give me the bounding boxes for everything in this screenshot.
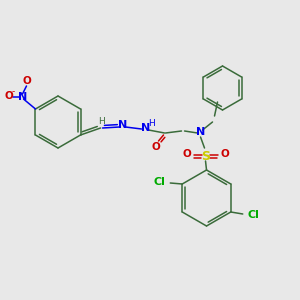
Text: -: - bbox=[12, 88, 15, 97]
Text: O: O bbox=[182, 149, 191, 159]
Text: O: O bbox=[151, 142, 160, 152]
Text: N: N bbox=[18, 92, 27, 102]
Text: Cl: Cl bbox=[153, 177, 165, 187]
Text: N: N bbox=[196, 127, 205, 137]
Text: H: H bbox=[98, 116, 105, 125]
Text: N: N bbox=[118, 120, 127, 130]
Text: N: N bbox=[141, 123, 150, 133]
Text: H: H bbox=[148, 118, 155, 127]
Text: O: O bbox=[4, 91, 13, 101]
Text: O: O bbox=[220, 149, 229, 159]
Text: O: O bbox=[22, 76, 31, 86]
Text: S: S bbox=[201, 149, 210, 163]
Text: Cl: Cl bbox=[248, 210, 260, 220]
